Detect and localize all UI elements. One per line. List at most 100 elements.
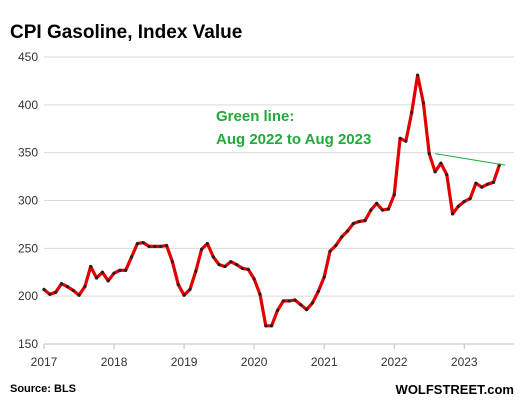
data-point-73 [468, 196, 472, 201]
data-point-20 [159, 244, 163, 249]
data-point-61 [398, 136, 402, 140]
y-tick-label-200: 200 [18, 289, 38, 303]
y-tick-label-250: 250 [18, 241, 38, 255]
y-tick-label-300: 300 [18, 194, 38, 208]
data-point-42 [287, 299, 291, 303]
data-point-31 [223, 264, 227, 269]
data-point-69 [445, 173, 449, 177]
data-point-38 [264, 324, 268, 328]
data-point-32 [229, 260, 233, 264]
data-point-47 [316, 289, 320, 293]
x-tick-label-2020: 2020 [241, 355, 268, 369]
data-point-56 [369, 208, 373, 212]
x-axis-ticks: 2017 2018 2019 2020 2021 2022 2023 [31, 343, 514, 369]
data-point-54 [357, 219, 361, 224]
data-point-10 [100, 270, 104, 274]
gridlines [44, 56, 514, 345]
data-point-16 [135, 241, 139, 246]
data-point-76 [486, 182, 490, 186]
data-point-33 [235, 262, 239, 267]
data-point-19 [153, 244, 157, 249]
data-point-63 [410, 110, 414, 115]
data-point-65 [421, 101, 426, 105]
data-point-4 [65, 285, 69, 289]
data-point-1 [48, 292, 52, 296]
data-point-26 [194, 269, 198, 273]
data-point-39 [270, 324, 274, 328]
data-point-64 [415, 73, 420, 77]
data-point-8 [89, 264, 93, 269]
x-tick-label-2021: 2021 [311, 355, 338, 369]
data-point-66 [427, 152, 431, 156]
y-tick-label-450: 450 [18, 50, 38, 64]
data-point-74 [474, 181, 478, 185]
data-point-70 [450, 212, 455, 216]
data-point-30 [217, 262, 221, 267]
x-tick-label-2022: 2022 [381, 355, 408, 369]
y-tick-label-350: 350 [18, 146, 38, 160]
y-axis-ticks: 150 200 250 300 350 400 450 [18, 50, 38, 351]
annotation-green-line: Green line: Aug 2022 to Aug 2023 [216, 108, 506, 166]
data-point-12 [112, 271, 116, 275]
x-tick-label-2023: 2023 [451, 355, 478, 369]
data-point-23 [176, 283, 180, 287]
y-tick-label-150: 150 [18, 337, 38, 351]
data-point-67 [433, 170, 437, 174]
x-tick-label-2017: 2017 [31, 355, 58, 369]
x-tick-label-2018: 2018 [101, 355, 128, 369]
data-point-58 [380, 208, 385, 212]
data-point-36 [252, 277, 256, 281]
chart-title: CPI Gasoline, Index Value [10, 22, 242, 43]
data-point-45 [305, 307, 309, 312]
data-point-9 [94, 276, 99, 280]
data-point-13 [118, 268, 122, 272]
data-point-41 [281, 299, 285, 303]
data-point-11 [106, 279, 110, 283]
data-point-25 [188, 287, 192, 292]
source-label: Source: BLS [10, 383, 76, 395]
data-point-3 [59, 282, 64, 286]
x-tick-label-2019: 2019 [171, 355, 198, 369]
data-point-0 [42, 287, 46, 292]
data-point-48 [322, 275, 326, 279]
data-point-7 [83, 285, 87, 289]
data-point-27 [200, 247, 204, 251]
data-point-59 [386, 207, 390, 211]
data-point-60 [392, 193, 396, 197]
data-point-2 [54, 290, 58, 294]
data-point-22 [170, 260, 175, 264]
data-point-52 [345, 229, 350, 233]
data-point-37 [258, 292, 262, 296]
data-point-15 [129, 255, 134, 259]
data-point-51 [340, 235, 344, 239]
brand-label: WOLFSTREET.com [396, 382, 514, 397]
data-point-49 [328, 249, 332, 253]
data-point-28 [205, 241, 210, 246]
data-point-46 [310, 301, 315, 305]
data-point-35 [246, 267, 250, 271]
y-tick-label-400: 400 [18, 98, 38, 112]
data-point-21 [164, 243, 169, 248]
series-gasoline-cpi [42, 73, 501, 328]
data-point-18 [147, 244, 151, 249]
data-point-68 [439, 161, 443, 165]
data-point-24 [182, 293, 186, 297]
annotation-green-line [435, 153, 506, 166]
data-point-29 [211, 255, 215, 259]
data-point-17 [141, 240, 145, 245]
data-point-50 [334, 243, 338, 248]
data-point-71 [456, 204, 461, 208]
data-point-53 [351, 221, 355, 226]
data-point-5 [71, 288, 75, 293]
data-point-43 [293, 298, 297, 302]
data-point-6 [77, 293, 81, 297]
data-point-57 [375, 201, 379, 205]
data-point-77 [491, 180, 496, 184]
data-point-62 [404, 139, 408, 143]
data-point-34 [240, 266, 245, 271]
data-point-40 [275, 308, 280, 313]
data-point-44 [299, 303, 303, 307]
data-point-55 [363, 218, 367, 223]
data-point-75 [480, 185, 484, 189]
